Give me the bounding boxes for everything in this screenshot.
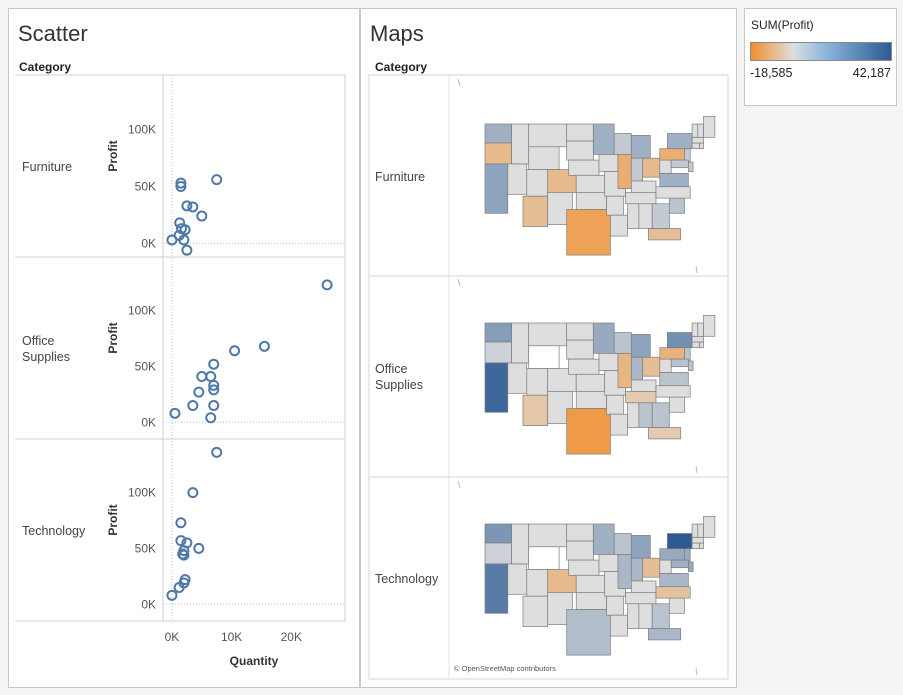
profit-legend[interactable]: SUM(Profit) -18,585 42,187 [744,8,897,106]
maps-title: Maps [370,21,424,46]
maps-panel: Maps Category Furniture Office Supplies … [360,8,737,688]
maps-row-label-office-supplies: Office Supplies [375,362,423,392]
scatter-row-label-technology: Technology [22,524,86,538]
maps-row-label-technology: Technology [375,572,439,586]
legend-color-ramp [750,42,892,61]
scatter-row-label-office-supplies: Office Supplies [22,334,70,364]
scatter-row-header: Category [19,60,72,74]
map-attribution: © OpenStreetMap contributors [454,664,556,673]
legend-min-label: -18,585 [750,66,793,80]
scatter-row-label-furniture: Furniture [22,160,73,174]
legend-title: SUM(Profit) [751,18,814,32]
scatter-title: Scatter [18,21,88,46]
maps-row-header: Category [375,60,428,74]
maps-row-label-furniture: Furniture [375,170,426,184]
legend-max-label: 42,187 [852,66,891,80]
scatter-panel: Scatter Category Furniture Office Suppli… [8,8,360,688]
